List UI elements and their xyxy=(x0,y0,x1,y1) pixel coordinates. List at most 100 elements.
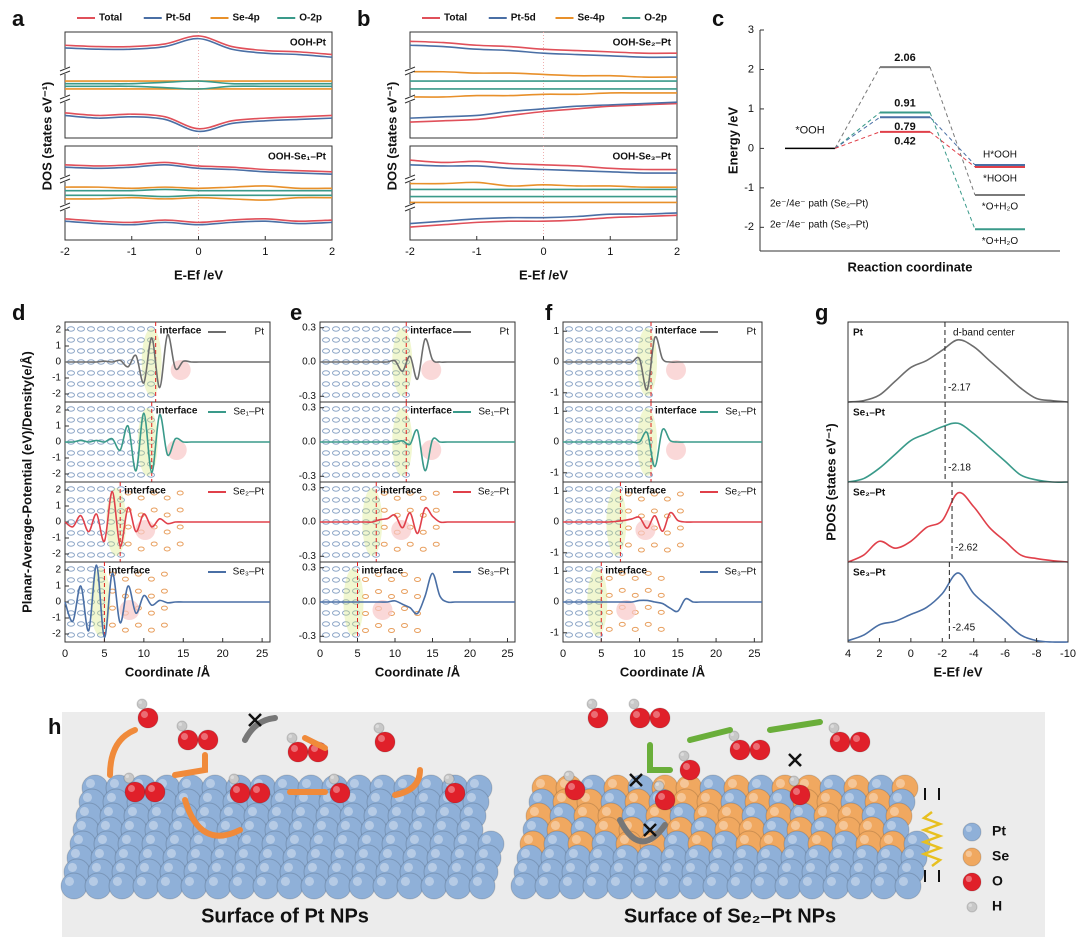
atom-layer xyxy=(342,566,350,572)
y-tick-label: 1 xyxy=(553,486,559,497)
atom-highlight xyxy=(230,775,234,779)
atom-highlight xyxy=(802,876,812,886)
atom-highlight xyxy=(121,834,131,844)
y-tick-label: 1 xyxy=(55,341,61,352)
atom-layer xyxy=(342,530,350,536)
interface-label: interface xyxy=(655,326,697,337)
atom-layer xyxy=(645,417,653,423)
atom xyxy=(749,739,771,761)
y-tick-label: 0.3 xyxy=(302,482,316,493)
atom-layer xyxy=(332,417,340,423)
se-atom xyxy=(618,621,626,627)
atom-layer xyxy=(97,381,105,387)
se-atom xyxy=(134,588,142,594)
atom-layer xyxy=(117,486,125,492)
atom-layer xyxy=(67,632,75,638)
y-tick-label: 0.0 xyxy=(302,517,316,528)
atom-highlight xyxy=(649,806,659,816)
se-atom xyxy=(644,570,652,576)
atom-layer xyxy=(595,406,603,412)
atom-layer xyxy=(332,552,340,558)
atom-highlight xyxy=(337,834,348,844)
potential-curve xyxy=(64,490,270,547)
atom-layer xyxy=(605,370,613,376)
caption: Surface of Pt NPs xyxy=(201,905,369,927)
atom-layer xyxy=(147,392,155,398)
se-atom xyxy=(375,623,382,628)
atom-layer xyxy=(87,337,95,343)
atom-layer xyxy=(87,392,95,398)
se-atom xyxy=(121,627,129,633)
atom-layer xyxy=(322,497,330,503)
legend-label: Se₁–Pt xyxy=(478,407,509,418)
axis-break xyxy=(404,202,416,212)
x-tick-label: 20 xyxy=(710,648,722,660)
atom-highlight xyxy=(784,848,794,858)
legend-label: O-2p xyxy=(299,13,322,24)
atom-layer xyxy=(97,326,105,332)
atom-highlight xyxy=(67,862,77,872)
atom-layer xyxy=(575,508,583,514)
y-tick-label: -1 xyxy=(52,453,61,464)
y-tick-label: -2 xyxy=(52,629,61,640)
dos-curve xyxy=(64,163,333,175)
atom-layer xyxy=(137,392,145,398)
atom-layer xyxy=(362,497,370,503)
atom-layer xyxy=(382,428,390,434)
dos-curve xyxy=(65,80,332,85)
dos-curve xyxy=(64,218,333,224)
dos-curve xyxy=(64,161,333,173)
atom-layer xyxy=(575,621,583,627)
atom-layer xyxy=(392,472,400,478)
atom-layer xyxy=(107,552,115,558)
connector xyxy=(834,131,881,149)
y-axis-label: DOS (states eV⁻¹) xyxy=(39,82,54,191)
se-atom xyxy=(150,541,158,547)
atom-highlight xyxy=(364,820,375,830)
atom-highlight xyxy=(733,862,743,872)
atom-layer xyxy=(87,632,95,638)
se-atom xyxy=(160,588,168,594)
atom-layer xyxy=(635,381,643,387)
atom-layer xyxy=(392,450,400,456)
atom xyxy=(606,872,634,900)
potential-curve xyxy=(563,511,762,533)
atom-highlight xyxy=(445,775,449,779)
y-tick-label: 0 xyxy=(55,437,61,448)
atom-layer xyxy=(352,428,360,434)
connector xyxy=(834,112,881,149)
atom-layer xyxy=(77,552,85,558)
atom-layer xyxy=(635,450,643,456)
atom-layer xyxy=(575,530,583,536)
atom-highlight xyxy=(379,862,390,872)
y-tick-label: 0 xyxy=(55,517,61,528)
atom xyxy=(228,872,256,900)
atom-layer xyxy=(362,370,370,376)
atom-layer xyxy=(322,406,330,412)
atom-layer xyxy=(372,461,380,467)
atom-layer xyxy=(565,497,573,503)
atom-layer xyxy=(97,486,105,492)
y-tick-label: 0.0 xyxy=(302,597,316,608)
atom xyxy=(729,739,751,761)
atom-layer xyxy=(117,497,125,503)
atom-layer xyxy=(87,519,95,525)
atom-highlight xyxy=(349,778,360,788)
atom-layer xyxy=(595,508,603,514)
atom-highlight xyxy=(658,793,665,800)
atom-highlight xyxy=(136,876,146,886)
se-atom xyxy=(176,507,184,513)
atom-highlight xyxy=(568,783,575,790)
atom-layer xyxy=(332,530,340,536)
legend-label: H xyxy=(992,898,1002,914)
se-atom xyxy=(380,524,388,530)
atom-highlight xyxy=(481,834,492,844)
x-tick-label: 25 xyxy=(501,648,513,660)
atom-highlight xyxy=(682,876,692,886)
blocked-mark xyxy=(788,753,802,767)
atom-layer xyxy=(615,508,623,514)
atom-highlight xyxy=(640,848,650,858)
atom-highlight xyxy=(694,820,704,830)
se-atom xyxy=(134,622,142,628)
atom-layer xyxy=(332,326,340,332)
